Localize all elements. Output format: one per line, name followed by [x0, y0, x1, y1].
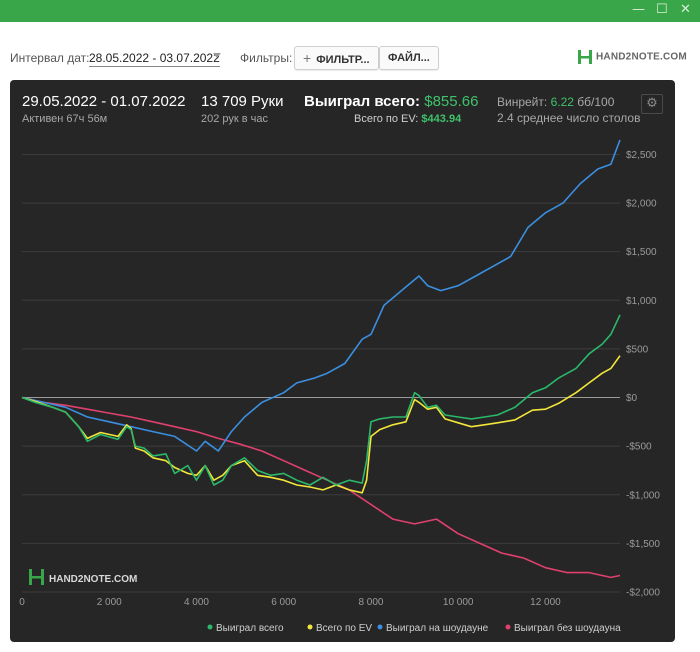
y-tick-label: $2,000 [626, 199, 657, 210]
x-tick-label: 8 000 [358, 597, 383, 608]
winrate-unit: бб/100 [577, 95, 615, 109]
y-tick-label: -$1,500 [626, 539, 660, 550]
gear-icon[interactable]: ⚙ [641, 94, 663, 114]
x-tick-label: 2 000 [97, 597, 122, 608]
y-tick-label: $2,500 [626, 150, 657, 161]
legend-swatch [307, 624, 313, 630]
watermark-mark-right [41, 569, 44, 585]
x-tick-label: 0 [19, 597, 25, 608]
watermark-mark-left [29, 569, 32, 585]
chart-grid [22, 153, 620, 593]
legend-label: Выиграл на шоудауне [386, 623, 489, 634]
y-tick-label: -$1,000 [626, 490, 660, 501]
x-axis-ticks: 0 2 000 4 000 6 000 8 000 10 000 12 000 [19, 597, 561, 608]
chart-watermark: HAND2NOTE.COM [29, 569, 137, 585]
avg-tables: 2.4 среднее число столов [497, 111, 641, 125]
file-button-label: ФАЙЛ... [388, 52, 430, 64]
y-tick-label: $1,000 [626, 296, 657, 307]
y-tick-label: $0 [626, 393, 638, 404]
file-button[interactable]: ФАЙЛ... [379, 46, 439, 70]
hand2note-logo: HAND2NOTE.COM [577, 49, 687, 65]
legend-label: Выиграл без шоудауна [514, 622, 621, 634]
series-line [21, 139, 621, 452]
graph-panel: 29.05.2022 - 01.07.2022 Активен 67ч 56м … [10, 80, 675, 642]
chevron-down-icon[interactable] [213, 53, 221, 58]
ev-total-value: $443.94 [421, 113, 462, 125]
x-tick-label: 6 000 [271, 597, 296, 608]
add-filter-label: ФИЛЬТР... [316, 54, 370, 66]
add-filter-button[interactable]: + ФИЛЬТР... [294, 46, 379, 70]
chart-series [21, 139, 621, 579]
legend-swatch [207, 624, 213, 630]
legend-swatch [377, 624, 383, 630]
filter-bar: Интервал дат: 28.05.2022 - 03.07.2022 Фи… [0, 36, 700, 80]
ev-total-label: Всего по EV: [354, 113, 419, 125]
won-total: Выиграл всего: $855.66 [304, 93, 478, 110]
date-range-title: 29.05.2022 - 01.07.2022 [22, 93, 186, 110]
close-icon[interactable]: ✕ [680, 2, 691, 17]
legend-swatch [505, 624, 511, 630]
minimize-icon[interactable]: — [632, 2, 645, 17]
x-tick-label: 10 000 [443, 597, 474, 608]
plus-icon: + [303, 50, 312, 66]
watermark-text: HAND2NOTE.COM [49, 574, 137, 585]
won-total-label: Выиграл всего: [304, 93, 421, 110]
legend-label: Всего по EV [316, 623, 372, 634]
ev-total: Всего по EV: $443.94 [354, 113, 461, 125]
y-tick-label: -$2,000 [626, 588, 660, 599]
winrate-value: 6.22 [550, 95, 574, 109]
filters-label: Фильтры: [240, 51, 293, 65]
series-line [21, 396, 621, 579]
chart-legend: Выиграл всего Всего по EV Выиграл на шоуда… [207, 622, 621, 634]
hands-per-hour: 202 рук в час [201, 113, 269, 125]
y-tick-label: $1,500 [626, 247, 657, 258]
active-time: Активен 67ч 56м [22, 113, 108, 125]
won-total-value: $855.66 [424, 93, 479, 110]
x-tick-label: 4 000 [184, 597, 209, 608]
logo-label: HAND2NOTE.COM [596, 51, 687, 63]
series-line [21, 314, 621, 486]
winrate: Винрейт: 6.22 бб/100 [497, 95, 614, 109]
y-tick-label: -$500 [626, 442, 652, 453]
profit-chart: -$2,000 -$1,500 -$1,000 -$500 $0 $500 $1,000 $1… [19, 139, 660, 634]
maximize-icon[interactable]: ☐ [656, 2, 668, 17]
y-axis-ticks: -$2,000 -$1,500 -$1,000 -$500 $0 $500 $1,000 $1… [626, 150, 660, 599]
title-spacer [0, 22, 700, 36]
hand2note-logo-icon [578, 50, 592, 64]
series-line [21, 355, 621, 494]
hands-count: 13 709 Руки [201, 93, 284, 110]
x-tick-label: 12 000 [530, 597, 561, 608]
window-titlebar: — ☐ ✕ [0, 0, 700, 22]
winrate-label: Винрейт: [497, 95, 548, 109]
date-interval-label: Интервал дат: [10, 51, 90, 65]
legend-label: Выиграл всего [216, 623, 284, 634]
y-tick-label: $500 [626, 344, 649, 355]
watermark-mark-bar [32, 576, 41, 579]
date-interval-select[interactable]: 28.05.2022 - 03.07.2022 [89, 51, 220, 67]
